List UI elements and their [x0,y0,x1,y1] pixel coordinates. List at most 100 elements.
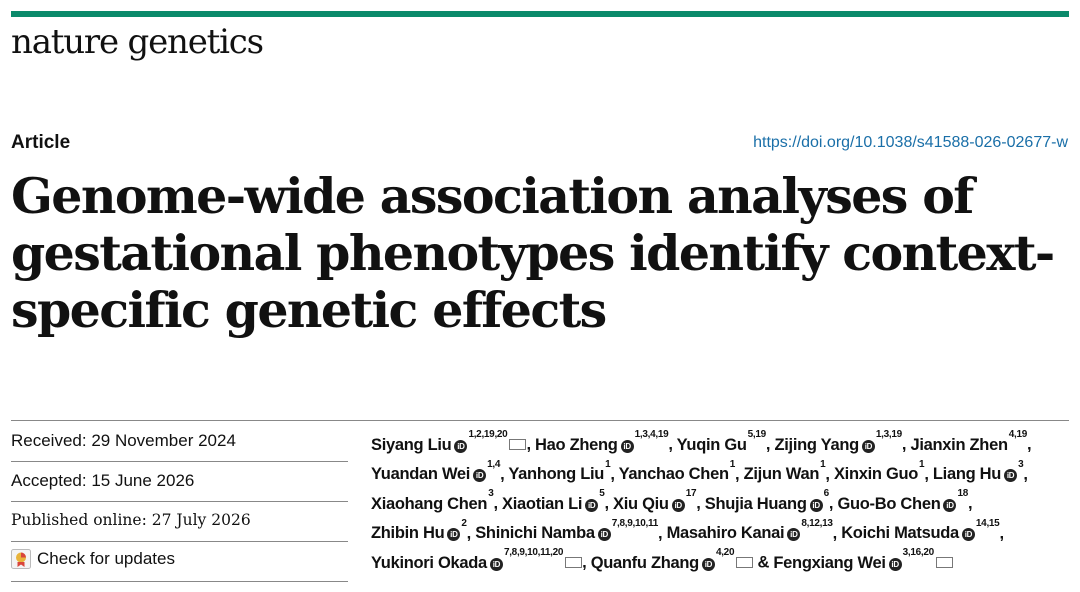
email-icon[interactable] [509,438,527,450]
author-name[interactable]: Liang Hu [932,465,1002,483]
email-icon[interactable] [565,556,583,568]
orcid-icon[interactable]: iD [454,439,468,453]
affiliation-numbers: 1 [820,458,826,470]
author-item[interactable]: Yuandan Wei iD1,4 [371,459,500,484]
check-for-updates-button[interactable]: Check for updates [11,549,175,569]
author-name[interactable]: Yukinori Okada [371,553,487,572]
doi-link[interactable]: https://doi.org/10.1038/s41588-026-02677… [753,134,1068,151]
author-name[interactable]: Quanfu Zhang [590,553,700,572]
author-separator: , [610,465,619,483]
author-item[interactable]: Liang Hu iD3 [932,459,1024,484]
author-name[interactable]: Zijun Wan [743,465,820,483]
author-name[interactable]: Xiaotian Li [502,494,583,513]
meta-divider [11,581,348,582]
author-separator: , [828,494,838,513]
affiliation-numbers: 18 [957,488,969,499]
affiliation-numbers: 14,15 [975,517,1000,529]
affiliation-numbers: 3,16,20 [902,547,935,558]
author-item[interactable]: Zijing Yang iD1,3,19 [774,429,902,454]
author-item[interactable]: Xinxin Guo1 [833,459,925,484]
author-item[interactable]: Yanhong Liu1 [508,459,610,484]
orcid-icon[interactable]: iD [447,528,461,541]
author-item[interactable]: Guo-Bo Chen iD18 [837,488,968,513]
author-separator: , [493,494,503,513]
email-icon[interactable] [736,556,754,568]
author-item[interactable]: Xiaotian Li iD5 [502,488,605,513]
orcid-icon[interactable]: iD [585,498,599,512]
author-separator: , [968,494,973,513]
author-name[interactable]: Yuandan Wei [371,465,471,483]
author-item[interactable]: Yukinori Okada iD7,8,9,10,11,20 [371,547,583,572]
journal-logo[interactable]: nature genetics [11,22,264,62]
author-item[interactable]: Jianxin Zhen4,19 [910,429,1027,454]
author-name[interactable]: Xiaohang Chen [371,494,488,513]
orcid-icon[interactable]: iD [620,439,634,453]
author-name[interactable]: Fengxiang Wei [773,553,886,572]
author-name[interactable]: Xinxin Guo [833,465,919,483]
header-divider [11,420,1069,421]
meta-divider [11,461,348,462]
journal-brand-bar [11,11,1069,17]
author-name[interactable]: Xiu Qiu [613,494,669,513]
author-item[interactable]: Xiaohang Chen3 [371,488,494,513]
meta-divider [11,541,348,542]
author-name[interactable]: Shujia Huang [704,494,807,513]
check-for-updates-label: Check for updates [37,549,175,568]
orcid-icon[interactable]: iD [787,528,801,541]
author-name[interactable]: Jianxin Zhen [910,435,1008,454]
author-name[interactable]: Masahiro Kanai [666,524,785,542]
affiliation-numbers: 17 [685,488,697,499]
accepted-date: Accepted: 15 June 2026 [11,471,195,490]
author-item[interactable]: Hao Zheng iD1,3,4,19 [535,429,669,454]
author-separator: , [668,435,677,454]
orcid-icon[interactable]: iD [809,498,823,512]
orcid-icon[interactable]: iD [943,498,957,512]
author-name[interactable]: Yanchao Chen [618,465,729,483]
meta-divider [11,501,348,502]
received-date: Received: 29 November 2024 [11,431,236,450]
author-item[interactable]: Fengxiang Wei iD3,16,20 [773,547,953,572]
author-item[interactable]: Siyang Liu iD1,2,19,20 [371,429,527,454]
affiliation-numbers: 7,8,9,10,11,20 [503,547,564,558]
author-item[interactable]: Koichi Matsuda iD14,15 [841,518,1000,543]
author-item[interactable]: Zhibin Hu iD2 [371,518,467,543]
orcid-icon[interactable]: iD [861,439,875,453]
author-item[interactable]: Shujia Huang iD6 [704,488,829,513]
orcid-icon[interactable]: iD [473,469,487,482]
author-item[interactable]: Yuqin Gu5,19 [676,429,767,454]
author-item[interactable]: Yanchao Chen1 [618,459,736,484]
author-separator: , [901,435,911,454]
author-name[interactable]: Shinichi Namba [475,524,595,542]
affiliation-numbers: 1 [729,458,736,470]
author-item[interactable]: Shinichi Namba iD7,8,9,10,11 [475,518,658,543]
author-name[interactable]: Yuqin Gu [676,435,747,454]
email-icon[interactable] [935,556,953,568]
author-name[interactable]: Koichi Matsuda [841,524,959,542]
author-name[interactable]: Hao Zheng [535,435,618,454]
orcid-icon[interactable]: iD [888,557,902,571]
author-separator: , [735,465,744,483]
affiliation-numbers: 4,20 [715,547,735,558]
author-name[interactable]: Guo-Bo Chen [837,494,941,513]
author-name[interactable]: Siyang Liu [371,435,452,454]
affiliation-numbers: 6 [823,488,830,499]
author-item[interactable]: Masahiro Kanai iD8,12,13 [666,518,833,543]
orcid-icon[interactable]: iD [489,557,503,571]
check-for-updates-icon [11,549,31,569]
author-name[interactable]: Zhibin Hu [371,524,445,542]
author-separator: , [500,465,509,483]
orcid-icon[interactable]: iD [701,557,715,571]
author-separator: , [1027,435,1032,454]
author-item[interactable]: Zijun Wan1 [743,459,826,484]
author-name[interactable]: Yanhong Liu [508,465,605,483]
affiliation-numbers: 1 [605,458,611,470]
author-item[interactable]: Xiu Qiu iD17 [613,488,696,513]
author-name[interactable]: Zijing Yang [774,435,859,454]
affiliation-numbers: 7,8,9,10,11 [611,517,659,529]
author-item[interactable]: Quanfu Zhang iD4,20 [590,547,754,572]
orcid-icon[interactable]: iD [597,528,611,541]
orcid-icon[interactable]: iD [671,498,685,512]
orcid-icon[interactable]: iD [961,528,975,541]
author-separator: & [753,553,774,572]
orcid-icon[interactable]: iD [1004,469,1018,482]
